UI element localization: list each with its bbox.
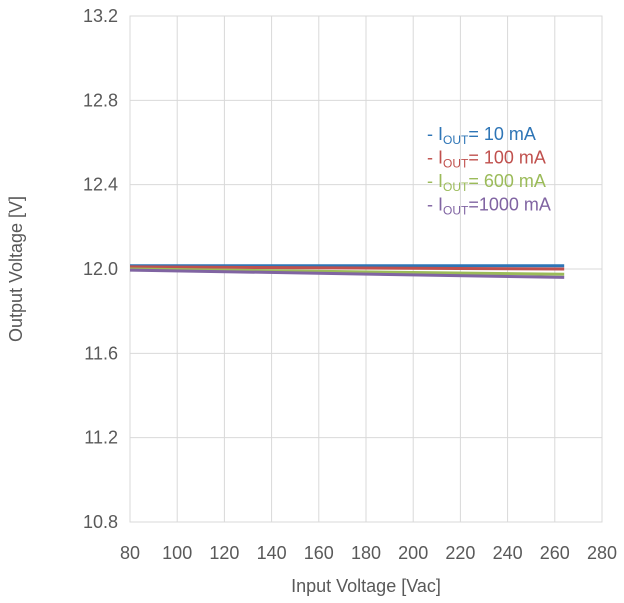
x-axis-title: Input Voltage [Vac] — [291, 576, 441, 596]
legend-entry-1: - IOUT= 100 mA — [427, 148, 546, 171]
x-tick-label: 240 — [493, 543, 523, 563]
y-tick-labels: 10.8 11.2 11.6 12.0 12.4 12.8 13.2 — [83, 6, 118, 532]
y-axis-title: Output Voltage [V] — [6, 196, 26, 342]
x-tick-label: 200 — [398, 543, 428, 563]
y-tick-label: 11.2 — [84, 428, 118, 448]
x-tick-label: 260 — [540, 543, 570, 563]
x-tick-label: 220 — [445, 543, 475, 563]
x-tick-label: 80 — [120, 543, 140, 563]
x-tick-labels: 80 100 120 140 160 180 200 220 240 260 280 — [120, 543, 617, 563]
legend: - IOUT= 10 mA- IOUT= 100 mA- IOUT= 600 m… — [427, 124, 551, 218]
y-tick-label: 12.0 — [83, 259, 118, 279]
x-tick-label: 180 — [351, 543, 381, 563]
x-tick-label: 100 — [162, 543, 192, 563]
x-tick-label: 140 — [257, 543, 287, 563]
series-line-1 — [129, 265, 565, 271]
y-tick-label: 12.8 — [83, 90, 118, 110]
y-tick-label: 13.2 — [83, 6, 118, 26]
y-tick-label: 12.4 — [83, 175, 118, 195]
series-lines — [129, 264, 565, 279]
series-line-3 — [129, 268, 565, 279]
x-tick-label: 280 — [587, 543, 617, 563]
x-tick-label: 160 — [304, 543, 334, 563]
y-tick-label: 11.6 — [84, 343, 118, 363]
y-tick-label: 10.8 — [83, 512, 118, 532]
x-tick-label: 120 — [209, 543, 239, 563]
